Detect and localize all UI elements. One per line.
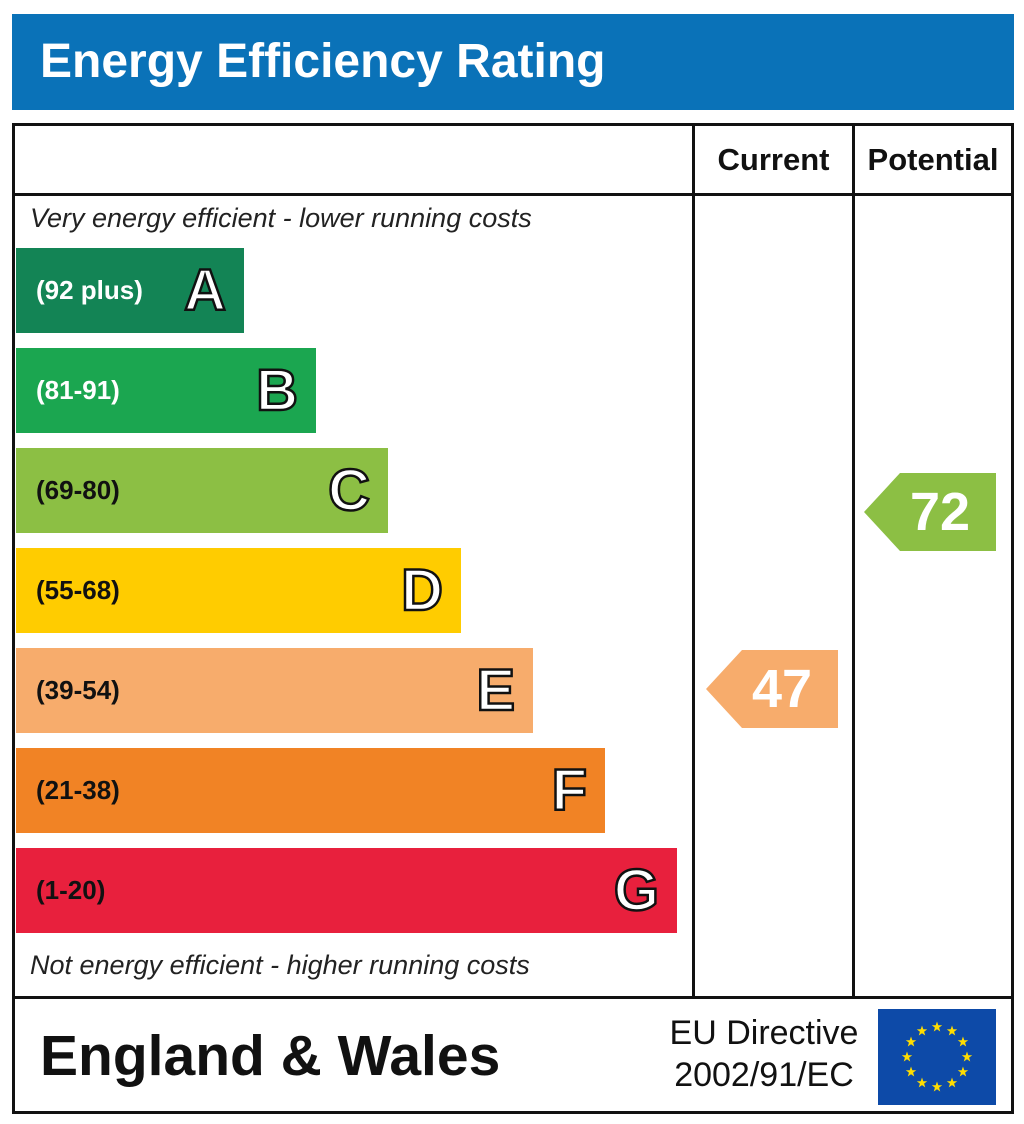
band-letter: F bbox=[550, 757, 588, 825]
eu-star-icon bbox=[916, 1077, 928, 1088]
potential-column-divider bbox=[852, 123, 855, 999]
band-letter: A bbox=[183, 257, 227, 325]
eu-star-icon bbox=[905, 1036, 917, 1047]
potential-rating-arrow: 72 bbox=[864, 473, 996, 551]
footer-divider bbox=[12, 996, 1014, 999]
band-range-label: (39-54) bbox=[36, 675, 120, 705]
band-range-label: (1-20) bbox=[36, 875, 106, 905]
current-rating-value: 47 bbox=[751, 659, 813, 719]
current-column-divider bbox=[692, 123, 695, 999]
title-bar: Energy Efficiency Rating bbox=[12, 14, 1014, 110]
band-letter: G bbox=[613, 857, 661, 925]
band-letter: D bbox=[400, 557, 444, 625]
potential-arrow-shape bbox=[864, 473, 996, 551]
band-range-label: (92 plus) bbox=[36, 275, 143, 305]
band-e: (39-54) E bbox=[16, 648, 533, 733]
band-c: (69-80) C bbox=[16, 448, 388, 533]
band-range-label: (81-91) bbox=[36, 375, 120, 405]
potential-column-header: Potential bbox=[867, 142, 999, 177]
eu-flag-icon bbox=[878, 1009, 996, 1105]
current-column-header: Current bbox=[717, 142, 830, 177]
caption-bottom: Not energy efficient - higher running co… bbox=[30, 950, 530, 980]
eu-star-icon bbox=[957, 1036, 969, 1047]
eu-directive: EU Directive 2002/91/EC bbox=[664, 1012, 864, 1096]
eu-star-icon bbox=[931, 1081, 943, 1092]
current-arrow-shape bbox=[706, 650, 838, 728]
directive-line-2: 2002/91/EC bbox=[674, 1056, 854, 1094]
current-rating-arrow: 47 bbox=[706, 650, 838, 728]
band-letter: E bbox=[475, 657, 516, 725]
eu-star-icon bbox=[961, 1051, 973, 1062]
potential-rating-value: 72 bbox=[909, 482, 971, 542]
eu-star-icon bbox=[916, 1025, 928, 1036]
page-title: Energy Efficiency Rating bbox=[40, 35, 606, 88]
caption-top: Very energy efficient - lower running co… bbox=[30, 203, 532, 233]
band-a: (92 plus) A bbox=[16, 248, 244, 333]
band-range-label: (69-80) bbox=[36, 475, 120, 505]
region-label: England & Wales bbox=[40, 1024, 501, 1088]
eu-star-icon bbox=[931, 1021, 943, 1032]
eu-star-icon bbox=[957, 1066, 969, 1077]
band-letter: B bbox=[255, 357, 299, 425]
band-b: (81-91) B bbox=[16, 348, 316, 433]
eu-star-icon bbox=[946, 1025, 958, 1036]
header-divider bbox=[12, 193, 1014, 196]
band-d: (55-68) D bbox=[16, 548, 461, 633]
eu-star-icon bbox=[901, 1051, 913, 1062]
band-g: (1-20) G bbox=[16, 848, 677, 933]
band-range-label: (55-68) bbox=[36, 575, 120, 605]
band-range-label: (21-38) bbox=[36, 775, 120, 805]
directive-line-1: EU Directive bbox=[669, 1014, 859, 1052]
eu-star-icon bbox=[905, 1066, 917, 1077]
eu-star-icon bbox=[946, 1077, 958, 1088]
band-letter: C bbox=[327, 457, 371, 525]
band-f: (21-38) F bbox=[16, 748, 605, 833]
